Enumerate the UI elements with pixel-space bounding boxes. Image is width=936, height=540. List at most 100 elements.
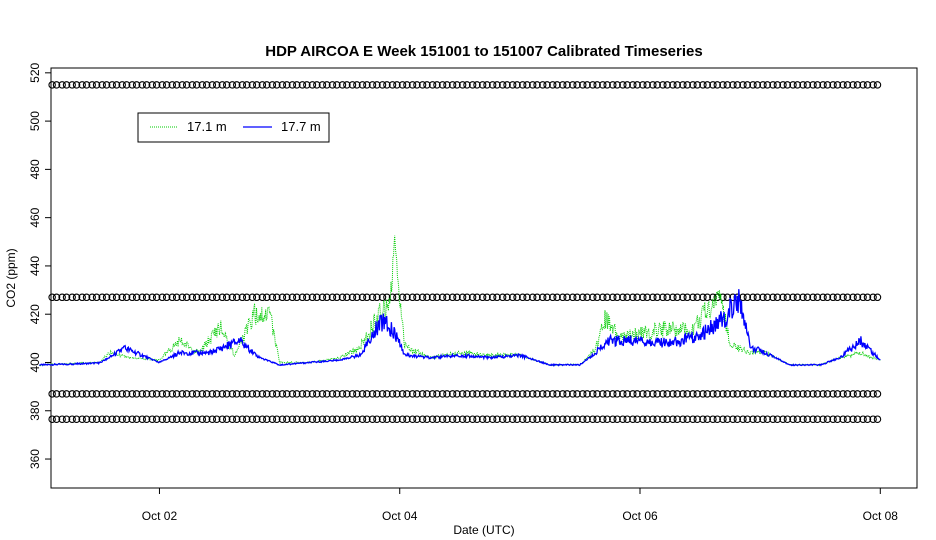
marker-circle	[779, 415, 787, 423]
marker-circle	[378, 415, 387, 423]
marker-circle	[869, 415, 877, 423]
marker-circle	[488, 81, 497, 89]
marker-circle	[839, 415, 847, 423]
marker-circle	[623, 293, 631, 302]
marker-circle	[653, 81, 661, 89]
marker-circle	[703, 390, 712, 398]
marker-circle	[859, 81, 867, 89]
x-axis: Oct 02 Oct 04 Oct 06 Oct 08	[142, 488, 898, 523]
marker-circle	[649, 390, 657, 398]
marker-circle	[263, 81, 271, 89]
marker-circle	[733, 390, 742, 398]
marker-circle	[843, 390, 852, 398]
marker-circle	[839, 81, 847, 89]
marker-circle	[583, 293, 591, 302]
marker-circle	[639, 415, 647, 423]
marker-circle	[473, 415, 481, 423]
marker-circle	[363, 81, 371, 89]
marker-circle	[433, 293, 441, 302]
marker-circle	[669, 293, 677, 302]
marker-circle	[228, 390, 237, 398]
marker-circle	[543, 293, 551, 302]
marker-circle	[589, 81, 597, 89]
marker-circle	[258, 81, 267, 89]
y-tick-label: 460	[28, 207, 42, 227]
marker-circle	[568, 390, 577, 398]
marker-circle	[713, 390, 722, 398]
marker-circle	[528, 390, 537, 398]
marker-circle	[518, 81, 527, 89]
marker-circle	[393, 390, 401, 398]
marker-circle	[773, 293, 782, 302]
marker-circle	[158, 293, 167, 302]
marker-circle	[142, 415, 151, 423]
marker-circle	[703, 415, 712, 423]
marker-circle	[823, 390, 832, 398]
marker-circle	[178, 390, 187, 398]
marker-circle	[263, 293, 271, 302]
marker-circle	[843, 81, 852, 89]
marker-circle	[293, 81, 301, 89]
marker-circle	[783, 415, 792, 423]
marker-circle	[443, 390, 451, 398]
marker-circle	[518, 415, 527, 423]
marker-circle	[829, 390, 837, 398]
marker-circle	[88, 415, 96, 423]
marker-circle	[599, 81, 607, 89]
marker-circle	[563, 390, 571, 398]
marker-circle	[873, 390, 882, 398]
marker-circle	[743, 390, 752, 398]
marker-circle	[148, 390, 157, 398]
marker-circle	[182, 390, 191, 398]
marker-circle	[729, 390, 737, 398]
marker-circle	[253, 390, 261, 398]
marker-circle	[142, 390, 151, 398]
marker-circle	[629, 415, 637, 423]
marker-circle	[719, 415, 727, 423]
marker-circle	[353, 390, 361, 398]
marker-circle	[643, 415, 651, 423]
marker-circle	[72, 81, 81, 89]
marker-circle	[613, 415, 621, 423]
marker-circle	[669, 390, 677, 398]
marker-circle	[228, 415, 237, 423]
marker-circle	[568, 415, 577, 423]
marker-circle	[689, 415, 697, 423]
marker-circle	[168, 81, 177, 89]
marker-circle	[328, 81, 337, 89]
marker-circle	[863, 415, 872, 423]
marker-circle	[368, 390, 377, 398]
marker-circle	[503, 415, 511, 423]
marker-circle	[338, 81, 347, 89]
marker-circle	[699, 81, 707, 89]
marker-circle	[268, 81, 277, 89]
marker-circle	[238, 390, 247, 398]
marker-circle	[649, 415, 657, 423]
marker-circle	[148, 415, 157, 423]
marker-circle	[629, 390, 637, 398]
marker-circle	[709, 415, 717, 423]
marker-circle	[743, 81, 752, 89]
marker-circle	[709, 81, 717, 89]
marker-circle	[769, 293, 777, 302]
marker-circle	[273, 81, 281, 89]
marker-circle	[538, 415, 547, 423]
marker-circle	[232, 415, 241, 423]
marker-circle	[318, 81, 327, 89]
marker-circle	[669, 415, 677, 423]
marker-circle	[623, 81, 631, 89]
marker-circle	[533, 293, 541, 302]
marker-circle	[763, 415, 772, 423]
marker-circle	[643, 81, 651, 89]
marker-circle	[238, 415, 247, 423]
marker-circle	[142, 81, 151, 89]
marker-circle	[108, 415, 116, 423]
marker-circle	[823, 293, 832, 302]
marker-circle	[613, 81, 621, 89]
marker-circle	[589, 415, 597, 423]
marker-circle	[533, 415, 541, 423]
marker-circle	[232, 390, 241, 398]
marker-circle	[649, 293, 657, 302]
marker-circle	[182, 293, 191, 302]
